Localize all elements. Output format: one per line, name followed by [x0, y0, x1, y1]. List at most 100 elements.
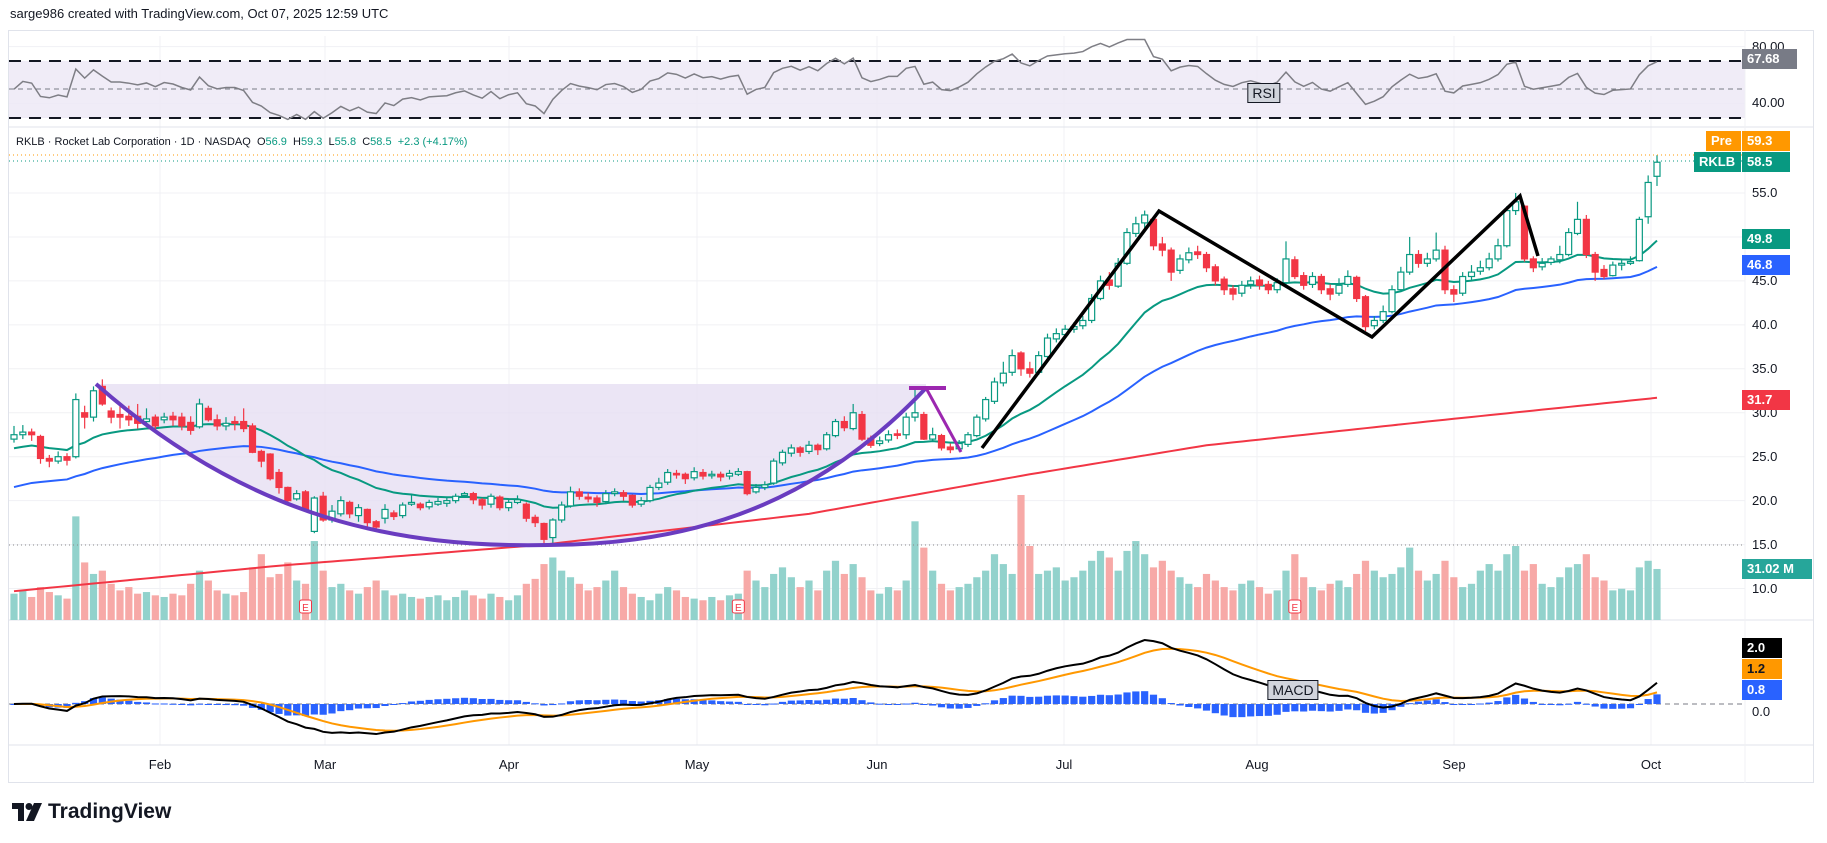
volume-bar [1556, 577, 1564, 620]
tradingview-logo[interactable]: TradingView [12, 800, 171, 824]
volume-bar [566, 577, 575, 620]
volume-bar [937, 583, 946, 620]
macd-histogram-bar [1397, 704, 1405, 707]
macd-histogram-bar [796, 700, 804, 704]
candle-body [646, 486, 654, 502]
price-tick-label: 15.0 [1752, 536, 1778, 552]
candle-body [540, 522, 548, 540]
candle [407, 493, 416, 506]
candle [45, 454, 53, 468]
candle [28, 428, 36, 441]
candle [425, 499, 433, 510]
macd-histogram-bar [63, 704, 71, 708]
volume-bar [681, 596, 689, 620]
candle [496, 495, 504, 511]
candle [1626, 256, 1635, 266]
candle [876, 436, 884, 447]
macd-histogram-bar [399, 703, 407, 705]
candle [725, 469, 734, 480]
candle-body [1397, 271, 1405, 291]
signal-line [13, 647, 1658, 732]
candle [1167, 247, 1175, 281]
volume-bar [54, 595, 62, 620]
macd-histogram-bar [1644, 699, 1652, 704]
candle [240, 408, 248, 433]
macd-histogram-bar [619, 699, 628, 704]
macd-histogram-bar [142, 702, 151, 704]
candle [699, 469, 707, 480]
macd-histogram-bar [708, 700, 716, 704]
macd-histogram-bar [1079, 696, 1087, 704]
macd-histogram-bar [549, 704, 557, 706]
candle-body [823, 434, 831, 450]
volume-bar [593, 587, 601, 620]
candle-body [681, 473, 689, 480]
candle [1282, 241, 1290, 286]
candle [531, 514, 539, 528]
macd-histogram-bar [178, 704, 186, 705]
candle-body [1388, 289, 1396, 313]
volume-bar [1626, 590, 1635, 620]
candle [513, 495, 522, 505]
candle-body [89, 390, 98, 418]
candle-body [1026, 368, 1034, 374]
candle [1176, 254, 1184, 274]
macd-histogram-bar [460, 697, 469, 704]
macd-histogram-bar [805, 700, 813, 704]
volume-bar [1618, 588, 1626, 620]
macd-histogram-bar [1512, 694, 1520, 704]
symbol-legend[interactable]: RKLB · Rocket Lab Corporation · 1D · NAS… [16, 136, 468, 148]
volume-bar [1512, 545, 1520, 620]
macd-histogram-bar [1344, 704, 1352, 710]
candle-body [1317, 275, 1325, 291]
handle-drop [924, 387, 963, 453]
macd-histogram-bar [1158, 698, 1166, 704]
volume-bar [390, 595, 398, 620]
legend-low: 55.8 [334, 136, 357, 148]
candle-body [416, 503, 424, 509]
volume-bar [195, 570, 204, 620]
candle [964, 432, 972, 448]
macd-histogram-bar [72, 702, 80, 704]
volume-bar [337, 583, 345, 620]
candle-body [672, 472, 681, 476]
candle [1017, 351, 1025, 376]
volume-bar [664, 587, 672, 620]
candle [54, 451, 62, 464]
candle [999, 361, 1007, 387]
macd-histogram-bar [884, 704, 893, 705]
earnings-marker: E [731, 599, 745, 614]
volume-bar [1361, 560, 1370, 620]
candle-body [1626, 260, 1635, 264]
candle-body [893, 433, 901, 436]
macd-histogram-bar [1423, 700, 1431, 704]
legend-low-label: L [328, 136, 335, 148]
candle [646, 484, 654, 503]
volume-bar [999, 564, 1007, 620]
candle [681, 472, 689, 484]
volume-bar [1573, 564, 1582, 620]
macd-histogram-bar [452, 698, 460, 704]
volume-bar [45, 592, 53, 620]
candle-body [1264, 283, 1272, 291]
macd-histogram-bar [840, 698, 848, 704]
candle [929, 427, 937, 441]
candle [1238, 280, 1246, 297]
month-label: Jun [866, 757, 888, 772]
volume-bar [10, 593, 18, 620]
volume-bar [275, 573, 283, 620]
tradingview-logo-icon [12, 803, 42, 821]
candle-body [699, 471, 707, 477]
price-tick-label: 20.0 [1752, 492, 1778, 508]
macd-histogram-bar [1141, 691, 1149, 704]
volume-bar [151, 595, 159, 620]
candle [213, 414, 221, 431]
candle-body [752, 486, 760, 493]
candle [116, 404, 124, 429]
candle [1485, 252, 1493, 271]
volume-bar [160, 596, 168, 620]
volume-bar [796, 587, 804, 620]
candle-body [496, 496, 504, 509]
volume-bar [902, 580, 910, 620]
